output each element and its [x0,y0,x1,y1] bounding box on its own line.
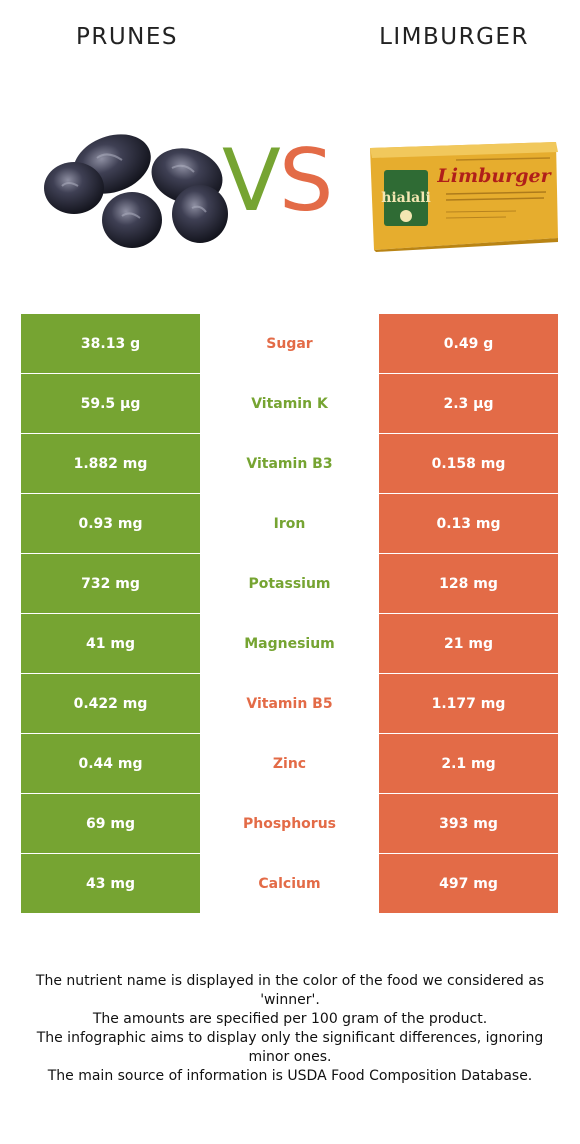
limburger-value: 0.49 g [379,314,558,374]
table-row: 0.44 mg Zinc 2.1 mg [21,733,558,794]
table-row: 59.5 µg Vitamin K 2.3 µg [21,373,558,434]
prunes-image [44,134,228,248]
limburger-value: 2.3 µg [379,373,558,434]
limburger-value: 2.1 mg [379,733,558,794]
nutrient-name: Sugar [200,314,379,374]
limburger-cheese-package-image: hialali Limburger [370,142,558,252]
nutrient-name: Potassium [200,553,379,614]
footer-line: The nutrient name is displayed in the co… [35,973,545,1008]
prunes-value: 41 mg [21,613,200,674]
prunes-value: 69 mg [21,793,200,854]
cheese-name-text: Limburger [436,165,552,187]
prunes-value: 38.13 g [21,314,200,374]
cheese-brand-text: hialali [381,190,431,206]
table-row: 38.13 g Sugar 0.49 g [21,314,558,374]
footer-notes: The nutrient name is displayed in the co… [18,972,562,1086]
prunes-value: 0.93 mg [21,493,200,554]
prunes-value: 732 mg [21,553,200,614]
prunes-value: 43 mg [21,853,200,914]
limburger-value: 497 mg [379,853,558,914]
limburger-value: 21 mg [379,613,558,674]
footer-line: The amounts are specified per 100 gram o… [92,1011,488,1027]
nutrient-name: Calcium [200,853,379,914]
prunes-value: 0.422 mg [21,673,200,734]
limburger-value: 128 mg [379,553,558,614]
nutrient-name: Iron [200,493,379,554]
vs-label: VS [222,131,333,231]
prunes-value: 0.44 mg [21,733,200,794]
table-row: 69 mg Phosphorus 393 mg [21,793,558,854]
prunes-value: 1.882 mg [21,433,200,494]
nutrient-name: Magnesium [200,613,379,674]
limburger-value: 393 mg [379,793,558,854]
limburger-value: 1.177 mg [379,673,558,734]
nutrient-name: Vitamin K [200,373,379,434]
table-row: 41 mg Magnesium 21 mg [21,613,558,674]
nutrient-name: Phosphorus [200,793,379,854]
nutrient-name: Vitamin B5 [200,673,379,734]
footer-line: The infographic aims to display only the… [36,1030,544,1065]
prunes-value: 59.5 µg [21,373,200,434]
table-row: 0.93 mg Iron 0.13 mg [21,493,558,554]
right-food-title: LIMBURGER [379,24,529,50]
left-food-title: PRUNES [75,24,179,50]
table-row: 732 mg Potassium 128 mg [21,553,558,614]
table-row: 1.882 mg Vitamin B3 0.158 mg [21,433,558,494]
nutrient-name: Zinc [200,733,379,794]
limburger-value: 0.158 mg [379,433,558,494]
table-row: 43 mg Calcium 497 mg [21,853,558,914]
nutrient-comparison-table: 38.13 g Sugar 0.49 g 59.5 µg Vitamin K 2.3 µg… [21,314,558,914]
nutrient-name: Vitamin B3 [200,433,379,494]
limburger-value: 0.13 mg [379,493,558,554]
table-row: 0.422 mg Vitamin B5 1.177 mg [21,673,558,734]
footer-line: The main source of information is USDA F… [47,1068,533,1084]
